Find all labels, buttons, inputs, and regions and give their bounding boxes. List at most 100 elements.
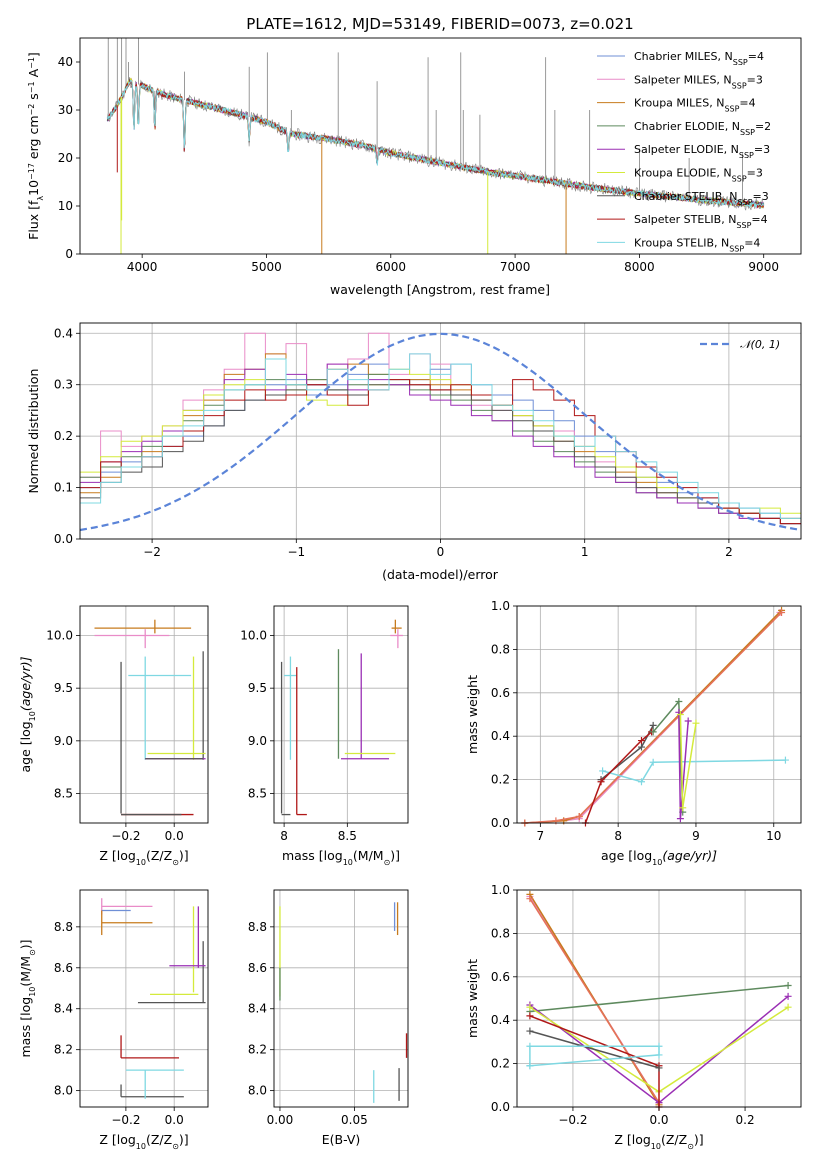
y-tick-label: 0.4 <box>491 729 510 743</box>
y-tick-label: 8.0 <box>54 1084 73 1098</box>
weight-marker <box>526 1012 534 1020</box>
legend-entry: Salpeter ELODIE, NSSP=3 <box>634 143 770 160</box>
weight-vs-metallicity-panel: −0.2 0.0 0.2 0.0 0.2 0.4 0.6 0.8 1.0 Z [log10(Z/Z… <box>465 883 802 1151</box>
x-tick-label: 10 <box>766 829 781 843</box>
y-tick-label: 0.3 <box>54 378 73 392</box>
legend-entry-part: SSP <box>736 221 751 230</box>
y-tick-label: 8.5 <box>248 787 267 801</box>
x-axis-label-part: 10 <box>136 1142 146 1151</box>
y-axis-label-part: −17 <box>27 163 36 180</box>
y-tick-label: 9.0 <box>54 734 73 748</box>
y-axis-label-part: erg cm <box>26 116 41 164</box>
y-axis-label-part: age [log <box>18 721 33 772</box>
normal-curve <box>80 332 801 532</box>
legend-entry-part: SSP <box>732 174 747 183</box>
errorbar-point <box>101 898 153 915</box>
x-tick-label: 0.0 <box>165 829 184 843</box>
axes-frame <box>79 37 802 255</box>
legend-entry-part: Chabrier STELIB, N <box>634 190 738 203</box>
x-axis-label: Z [log10(Z/Z⊙)] <box>614 1132 703 1151</box>
legend-entry-part: Chabrier ELODIE, N <box>634 120 740 133</box>
age-vs-metallicity-panel: −0.2 0.08.59.09.510.0Z [log10(Z/Z⊙)]age [… <box>18 605 209 867</box>
y-axis-label-part: 10 <box>28 987 37 997</box>
y-tick-label: 10.0 <box>46 628 73 642</box>
errorbar-point <box>94 619 192 634</box>
weight-line <box>524 611 783 824</box>
legend-entry-part: =2 <box>755 120 771 133</box>
legend-entry: Kroupa STELIB, NSSP=4 <box>634 236 760 253</box>
errorbar-point <box>284 656 297 760</box>
legend-entry: Salpeter STELIB, NSSP=4 <box>634 213 768 230</box>
weight-series <box>599 756 789 786</box>
y-tick-label: 8.0 <box>248 1084 267 1098</box>
weight-marker <box>684 717 692 725</box>
x-tick-label: 0.0 <box>165 1113 184 1127</box>
x-tick-label: −0.2 <box>111 1113 140 1127</box>
weight-marker <box>679 804 687 812</box>
legend-entry-part: Salpeter STELIB, N <box>634 213 736 226</box>
weight-marker <box>784 992 792 1000</box>
legend-entry-part: Kroupa MILES, N <box>634 97 724 110</box>
x-tick-label: 5000 <box>251 260 282 274</box>
x-axis-label-part: age [log <box>601 848 652 863</box>
y-axis-label-part: ] <box>26 52 41 57</box>
x-axis-label-part: Z [log <box>99 848 135 863</box>
weight-marker <box>675 697 683 705</box>
model-spectrum <box>107 80 765 209</box>
y-tick-label: 0.4 <box>54 326 73 340</box>
legend-entry-part: =3 <box>747 167 763 180</box>
histogram-series <box>80 353 801 539</box>
x-axis-label-part: 10 <box>136 858 146 867</box>
x-tick-label: 8000 <box>624 260 655 274</box>
weight-marker <box>526 895 534 903</box>
y-tick-label: 8.8 <box>54 920 73 934</box>
y-axis-label-part: (M/M <box>18 956 33 987</box>
errorbar-point <box>128 656 192 760</box>
axes-frame <box>79 889 209 1108</box>
y-axis-label: Flux [fλ10−17 erg cm−2 s−1 A−1] <box>26 52 45 240</box>
x-axis-label-part: )] <box>179 848 189 863</box>
weight-series <box>521 606 786 827</box>
weight-line <box>524 611 781 824</box>
x-axis-label: Z [log10(Z/Z⊙)] <box>99 1132 188 1151</box>
y-tick-label: 0.1 <box>54 481 73 495</box>
legend-entry-part: =3 <box>753 190 769 203</box>
y-axis-label-part: −1 <box>27 81 36 93</box>
weight-marker <box>637 778 645 786</box>
legend-entry-part: =4 <box>751 213 767 226</box>
weight-marker <box>649 721 657 729</box>
y-axis-label-part: s <box>26 93 41 104</box>
spectrum-lines <box>106 38 765 254</box>
x-axis-label-part: Z [log <box>614 1132 650 1147</box>
y-tick-label: 8.2 <box>248 1043 267 1057</box>
y-axis-label-part: −2 <box>27 104 36 116</box>
weight-marker <box>692 719 700 727</box>
y-axis-label-part: (age/yr)] <box>18 656 33 711</box>
weight-series <box>676 711 700 812</box>
y-tick-label: 8.6 <box>54 961 73 975</box>
x-axis-label-part: 10 <box>652 858 662 867</box>
x-tick-label: 0 <box>437 545 445 559</box>
x-axis-label-part: (Z/Z <box>146 848 172 863</box>
weight-marker <box>526 1042 534 1050</box>
weight-marker <box>649 728 657 736</box>
weight-line <box>529 1030 660 1069</box>
y-tick-label: 20 <box>58 151 73 165</box>
x-axis-label: age [log10(age/yr)] <box>601 848 717 867</box>
legend-entry-part: SSP <box>740 127 755 136</box>
weight-marker <box>526 1062 534 1070</box>
x-tick-label: 8.5 <box>338 829 357 843</box>
y-tick-label: 8.5 <box>54 787 73 801</box>
y-axis-label-part: 10 <box>28 711 37 721</box>
x-axis-label-part: ⊙ <box>384 858 391 867</box>
x-axis-label-part: (M/M <box>353 848 384 863</box>
y-tick-label: 0.2 <box>54 429 73 443</box>
y-tick-label: 40 <box>58 55 73 69</box>
age-vs-mass-panel: 8 8.5 8.5 9.0 9.5 10.0 mass [log10(M/M⊙)] <box>240 605 409 867</box>
x-axis-label-part: (age/yr)] <box>662 848 717 863</box>
figure-title: PLATE=1612, MJD=53149, FIBERID=0073, z=0… <box>246 15 633 33</box>
weight-series <box>526 1012 663 1111</box>
x-tick-label: 1 <box>581 545 589 559</box>
weight-line <box>524 609 783 824</box>
